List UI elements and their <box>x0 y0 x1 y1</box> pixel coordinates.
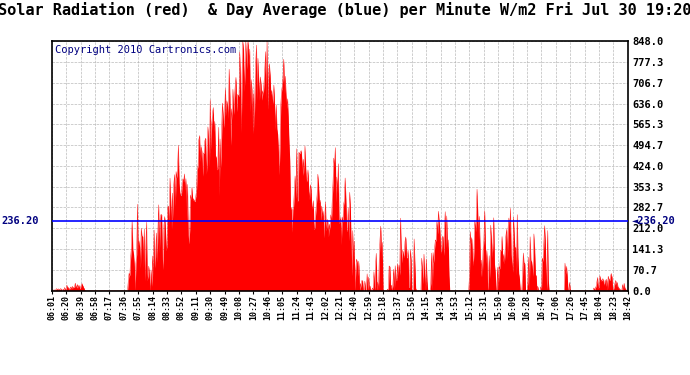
Text: ◄236.20: ◄236.20 <box>632 216 676 226</box>
Text: Solar Radiation (red)  & Day Average (blue) per Minute W/m2 Fri Jul 30 19:20: Solar Radiation (red) & Day Average (blu… <box>0 2 690 18</box>
Text: 236.20: 236.20 <box>1 216 39 226</box>
Text: Copyright 2010 Cartronics.com: Copyright 2010 Cartronics.com <box>55 45 236 55</box>
